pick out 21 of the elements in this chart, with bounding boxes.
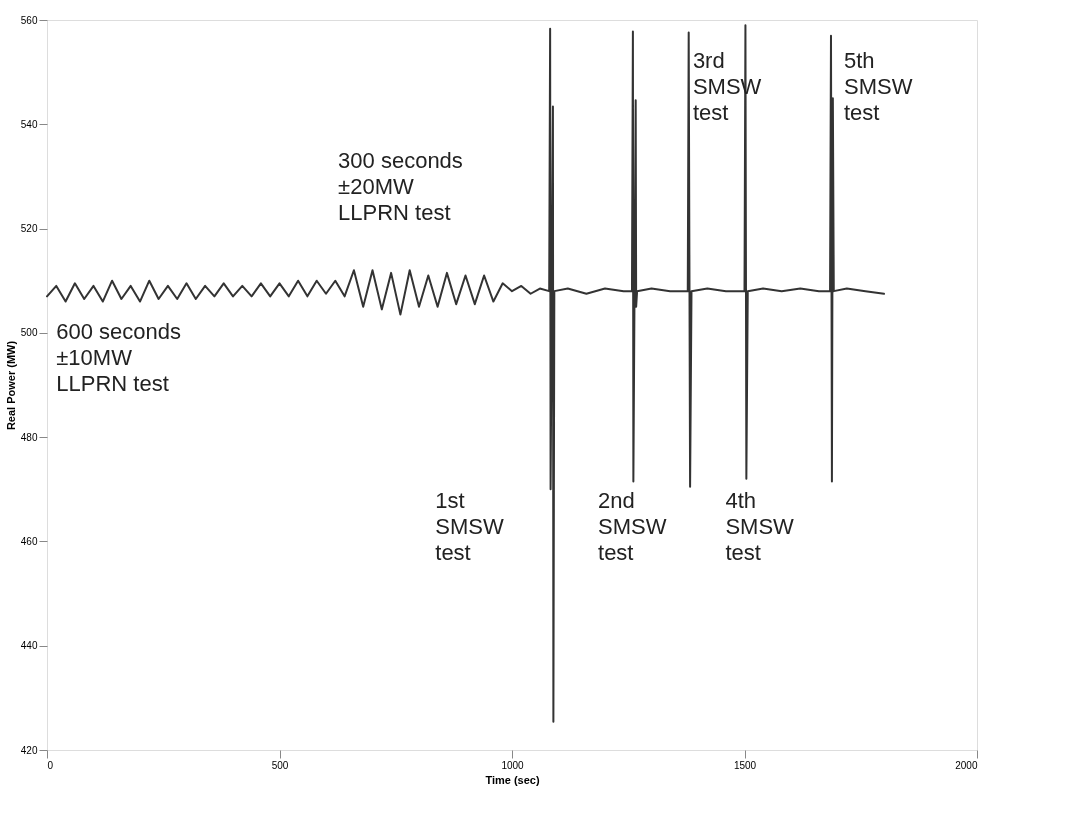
y-tick-label: 540 xyxy=(20,118,38,130)
annotation: 2nd SMSW test xyxy=(598,487,667,565)
annotation: 4th SMSW test xyxy=(725,487,795,565)
y-tick-label: 440 xyxy=(20,640,38,652)
y-tick-label: 520 xyxy=(20,223,38,235)
x-tick-label: 1000 xyxy=(501,759,525,771)
x-tick-label: 0 xyxy=(47,759,54,771)
y-axis-title: Real Power (MW) xyxy=(4,340,17,431)
x-tick-label: 500 xyxy=(271,759,289,771)
y-tick-label: 500 xyxy=(20,327,38,339)
x-tick-label: 2000 xyxy=(955,759,978,771)
y-tick-label: 560 xyxy=(20,14,38,26)
annotation: 5th SMSW test xyxy=(844,48,913,126)
y-tick-label: 480 xyxy=(20,431,38,443)
annotation: 300 seconds ±20MW LLPRN test xyxy=(338,147,463,225)
y-tick-label: 460 xyxy=(20,535,38,547)
y-tick-label: 420 xyxy=(20,744,38,756)
x-tick-label: 1500 xyxy=(733,759,757,771)
x-axis-title: Time (sec) xyxy=(485,773,540,786)
annotation: 600 seconds ±10MW LLPRN test xyxy=(56,319,182,397)
annotation: 1st SMSW test xyxy=(435,487,504,565)
